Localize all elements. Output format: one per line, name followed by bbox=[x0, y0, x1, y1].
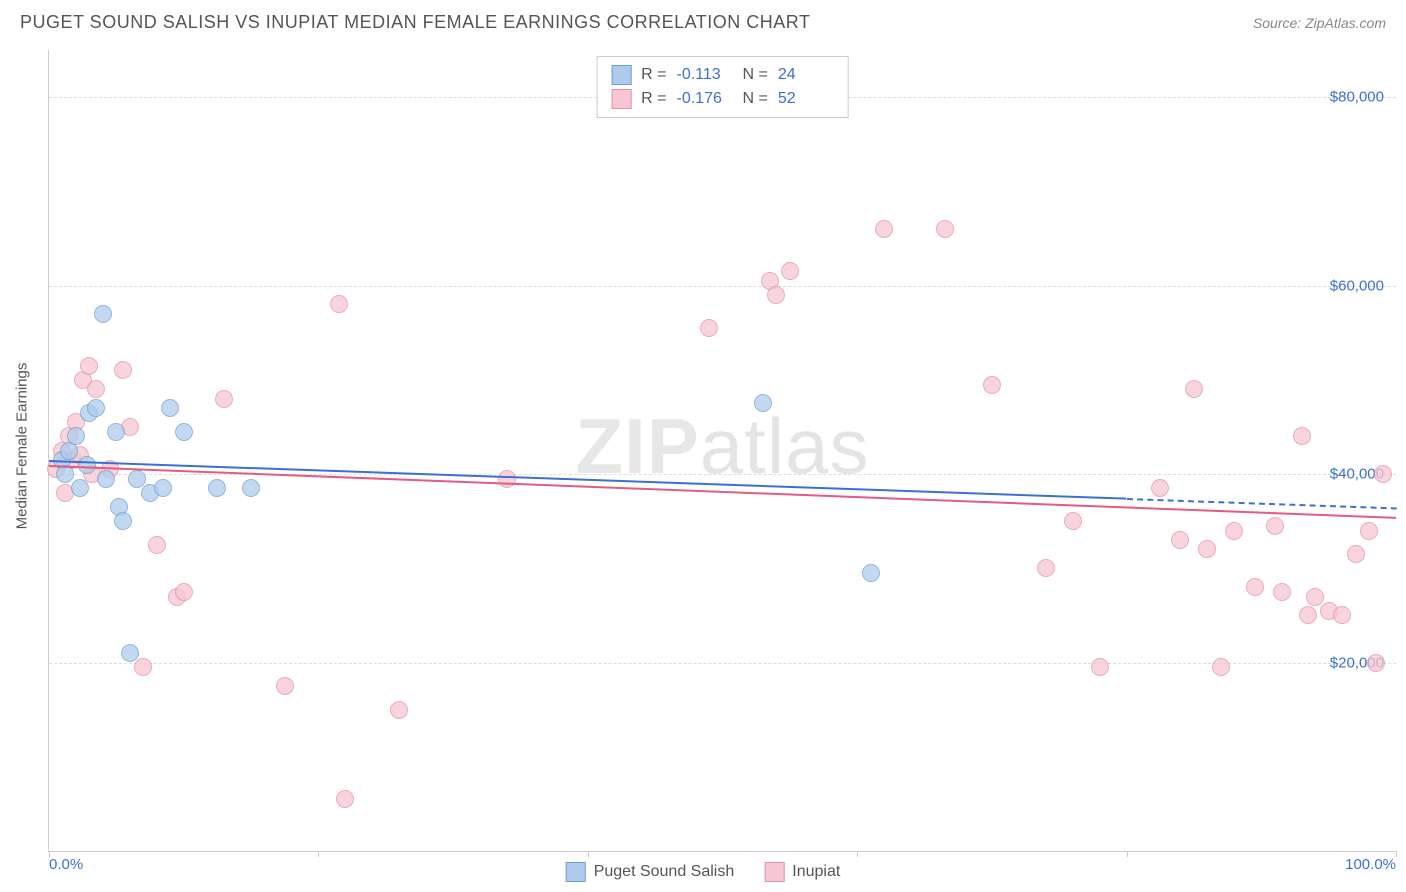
x-tick-mark bbox=[318, 851, 319, 857]
legend-swatch bbox=[611, 89, 631, 109]
data-point bbox=[1185, 380, 1203, 398]
data-point bbox=[1293, 427, 1311, 445]
data-point bbox=[1151, 479, 1169, 497]
x-tick-max: 100.0% bbox=[1345, 856, 1396, 873]
data-point bbox=[114, 361, 132, 379]
data-point bbox=[336, 790, 354, 808]
data-point bbox=[330, 295, 348, 313]
data-point bbox=[1347, 545, 1365, 563]
x-tick-mark bbox=[857, 851, 858, 857]
data-point bbox=[1198, 540, 1216, 558]
legend-label: Inupiat bbox=[792, 863, 840, 881]
data-point bbox=[754, 394, 772, 412]
data-point bbox=[148, 536, 166, 554]
data-point bbox=[215, 390, 233, 408]
chart-title: PUGET SOUND SALISH VS INUPIAT MEDIAN FEM… bbox=[20, 12, 810, 33]
data-point bbox=[276, 677, 294, 695]
legend-item: Inupiat bbox=[764, 862, 840, 882]
data-point bbox=[94, 305, 112, 323]
data-point bbox=[175, 583, 193, 601]
data-point bbox=[390, 701, 408, 719]
y-axis-label: Median Female Earnings bbox=[14, 363, 31, 530]
data-point bbox=[80, 357, 98, 375]
x-tick-mark bbox=[49, 851, 50, 857]
data-point bbox=[128, 470, 146, 488]
data-point bbox=[175, 423, 193, 441]
data-point bbox=[87, 380, 105, 398]
data-point bbox=[1306, 588, 1324, 606]
data-point bbox=[1367, 654, 1385, 672]
data-point bbox=[154, 479, 172, 497]
y-tick-label: $80,000 bbox=[1330, 89, 1384, 106]
chart-source: Source: ZipAtlas.com bbox=[1253, 15, 1386, 31]
x-tick-mark bbox=[1127, 851, 1128, 857]
data-point bbox=[700, 319, 718, 337]
data-point bbox=[767, 286, 785, 304]
data-point bbox=[1091, 658, 1109, 676]
x-tick-min: 0.0% bbox=[49, 856, 83, 873]
data-point bbox=[1064, 512, 1082, 530]
data-point bbox=[1374, 465, 1392, 483]
data-point bbox=[107, 423, 125, 441]
data-point bbox=[936, 220, 954, 238]
y-tick-label: $60,000 bbox=[1330, 277, 1384, 294]
stats-row: R =-0.113N =24 bbox=[611, 63, 834, 87]
chart-plot-area: ZIPatlas $20,000$40,000$60,000$80,000 R … bbox=[48, 50, 1396, 852]
legend-label: Puget Sound Salish bbox=[594, 863, 735, 881]
data-point bbox=[161, 399, 179, 417]
data-point bbox=[1225, 522, 1243, 540]
data-point bbox=[498, 470, 516, 488]
gridline bbox=[49, 663, 1396, 664]
data-point bbox=[862, 564, 880, 582]
data-point bbox=[1212, 658, 1230, 676]
bottom-legend: Puget Sound Salish Inupiat bbox=[566, 862, 841, 882]
x-tick-mark bbox=[1396, 851, 1397, 857]
data-point bbox=[781, 262, 799, 280]
data-point bbox=[242, 479, 260, 497]
data-point bbox=[1246, 578, 1264, 596]
data-point bbox=[1360, 522, 1378, 540]
data-point bbox=[114, 512, 132, 530]
x-tick-mark bbox=[588, 851, 589, 857]
stats-row: R =-0.176N =52 bbox=[611, 87, 834, 111]
legend-swatch bbox=[764, 862, 784, 882]
data-point bbox=[87, 399, 105, 417]
data-point bbox=[134, 658, 152, 676]
data-point bbox=[1333, 606, 1351, 624]
stats-legend-box: R =-0.113N =24R =-0.176N =52 bbox=[596, 56, 849, 118]
data-point bbox=[983, 376, 1001, 394]
data-point bbox=[97, 470, 115, 488]
data-point bbox=[71, 479, 89, 497]
data-point bbox=[1273, 583, 1291, 601]
legend-item: Puget Sound Salish bbox=[566, 862, 735, 882]
data-point bbox=[67, 427, 85, 445]
data-point bbox=[1299, 606, 1317, 624]
legend-swatch bbox=[611, 65, 631, 85]
data-point bbox=[121, 644, 139, 662]
data-point bbox=[1171, 531, 1189, 549]
gridline bbox=[49, 286, 1396, 287]
data-point bbox=[1266, 517, 1284, 535]
data-point bbox=[208, 479, 226, 497]
data-point bbox=[78, 456, 96, 474]
data-point bbox=[875, 220, 893, 238]
legend-swatch bbox=[566, 862, 586, 882]
data-point bbox=[1037, 559, 1055, 577]
